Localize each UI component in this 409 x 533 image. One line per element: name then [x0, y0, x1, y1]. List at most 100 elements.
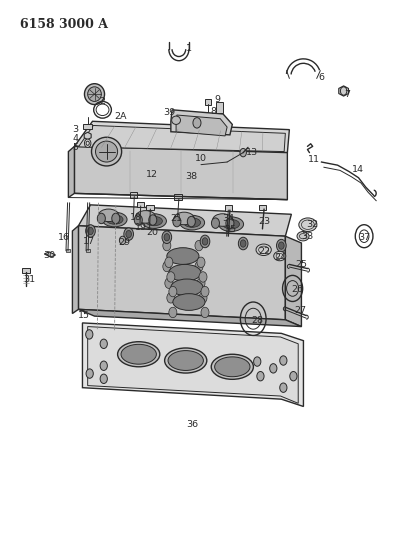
- Circle shape: [194, 240, 202, 251]
- Ellipse shape: [174, 212, 194, 225]
- Bar: [83, 124, 92, 129]
- Circle shape: [85, 225, 95, 237]
- Ellipse shape: [214, 357, 249, 377]
- Polygon shape: [78, 309, 301, 327]
- Ellipse shape: [98, 209, 118, 222]
- Circle shape: [194, 261, 202, 272]
- Circle shape: [187, 216, 195, 227]
- Bar: [136, 201, 144, 207]
- Polygon shape: [84, 132, 91, 140]
- Circle shape: [164, 257, 173, 268]
- Polygon shape: [78, 125, 285, 151]
- Ellipse shape: [166, 248, 198, 264]
- Text: 32: 32: [306, 220, 318, 229]
- Polygon shape: [74, 122, 289, 152]
- Text: 17: 17: [82, 237, 94, 246]
- Ellipse shape: [222, 220, 239, 229]
- Circle shape: [289, 372, 296, 381]
- Polygon shape: [88, 327, 297, 403]
- Text: 20: 20: [146, 228, 157, 237]
- Text: 36: 36: [186, 420, 198, 429]
- Ellipse shape: [91, 137, 121, 166]
- Polygon shape: [68, 147, 74, 198]
- Bar: [216, 102, 222, 113]
- Circle shape: [278, 242, 283, 249]
- Polygon shape: [171, 110, 232, 135]
- Text: 9: 9: [213, 95, 220, 104]
- Ellipse shape: [183, 218, 200, 228]
- Bar: [86, 249, 90, 252]
- Circle shape: [198, 272, 207, 282]
- Polygon shape: [78, 226, 285, 320]
- Text: 24: 24: [274, 253, 286, 262]
- Ellipse shape: [298, 218, 316, 231]
- Circle shape: [239, 149, 246, 157]
- Ellipse shape: [121, 344, 156, 364]
- Ellipse shape: [273, 252, 285, 261]
- Ellipse shape: [255, 244, 271, 255]
- Text: 14: 14: [351, 165, 363, 174]
- Ellipse shape: [117, 342, 160, 367]
- Text: 19: 19: [135, 223, 146, 232]
- Circle shape: [211, 218, 219, 228]
- Ellipse shape: [102, 212, 127, 227]
- Circle shape: [162, 240, 171, 251]
- Ellipse shape: [179, 215, 204, 230]
- Text: 10: 10: [195, 155, 207, 164]
- Circle shape: [84, 139, 91, 148]
- Text: 26: 26: [291, 285, 303, 294]
- Circle shape: [238, 237, 247, 250]
- Text: 1: 1: [185, 44, 191, 53]
- Circle shape: [253, 357, 260, 366]
- Circle shape: [202, 238, 207, 245]
- Polygon shape: [72, 226, 78, 313]
- Circle shape: [196, 257, 204, 268]
- Ellipse shape: [164, 348, 206, 373]
- Polygon shape: [82, 323, 303, 407]
- Circle shape: [112, 213, 119, 224]
- Circle shape: [166, 293, 175, 303]
- Text: 2: 2: [99, 98, 105, 107]
- Circle shape: [86, 369, 93, 378]
- Text: 39: 39: [162, 108, 175, 117]
- Ellipse shape: [218, 217, 243, 231]
- Circle shape: [126, 230, 131, 238]
- Text: 6: 6: [318, 73, 324, 82]
- Text: 22: 22: [258, 247, 270, 256]
- Text: 4: 4: [72, 134, 79, 143]
- Text: 5: 5: [72, 143, 79, 152]
- Ellipse shape: [95, 141, 117, 162]
- Polygon shape: [338, 86, 348, 96]
- Ellipse shape: [171, 116, 180, 124]
- Text: 8: 8: [209, 107, 216, 116]
- Circle shape: [148, 215, 156, 225]
- Circle shape: [100, 339, 107, 349]
- Ellipse shape: [88, 87, 101, 101]
- Circle shape: [173, 216, 180, 227]
- Circle shape: [256, 372, 263, 381]
- Ellipse shape: [168, 351, 203, 370]
- Ellipse shape: [171, 279, 202, 296]
- Circle shape: [100, 374, 107, 384]
- Text: 23: 23: [258, 217, 270, 226]
- Polygon shape: [78, 205, 291, 236]
- Text: 2A: 2A: [114, 111, 126, 120]
- Circle shape: [279, 356, 286, 365]
- Text: 35: 35: [223, 225, 236, 235]
- Bar: [22, 268, 30, 273]
- Circle shape: [119, 236, 126, 245]
- Circle shape: [200, 235, 209, 248]
- Text: 34: 34: [222, 214, 234, 223]
- Text: 29: 29: [117, 238, 130, 247]
- Text: 18: 18: [130, 213, 142, 222]
- Polygon shape: [74, 147, 287, 200]
- Circle shape: [162, 231, 171, 244]
- Circle shape: [100, 361, 107, 370]
- Text: 6158 3000 A: 6158 3000 A: [20, 19, 108, 31]
- Bar: [146, 205, 153, 210]
- Circle shape: [169, 307, 176, 318]
- Circle shape: [169, 286, 176, 297]
- Ellipse shape: [141, 214, 166, 228]
- Text: 25: 25: [295, 260, 307, 269]
- Circle shape: [225, 218, 234, 228]
